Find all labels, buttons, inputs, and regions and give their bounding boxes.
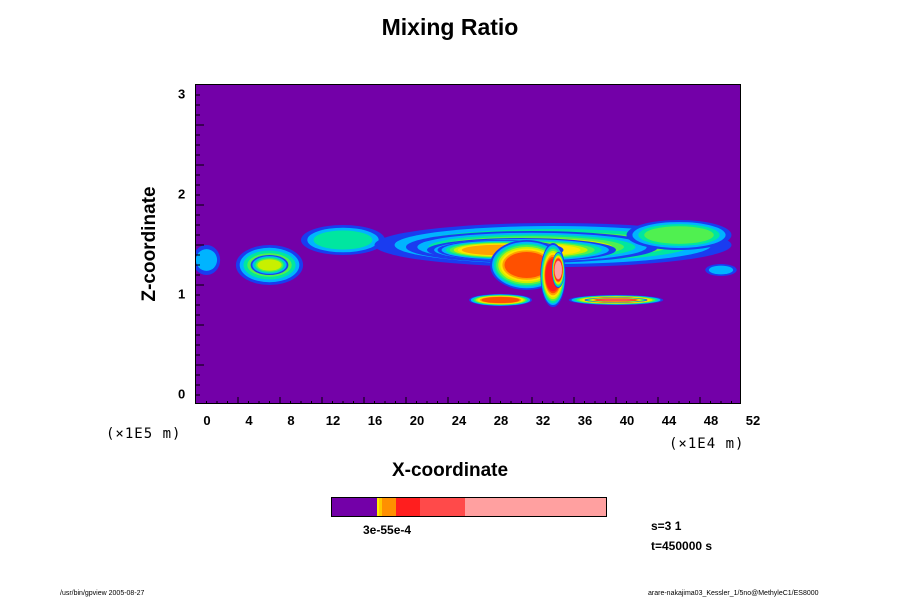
heatmap-cell	[196, 249, 218, 271]
y-tick-label: 1	[178, 286, 186, 302]
step-label: s=3 1	[651, 519, 682, 533]
colorbar-segment	[332, 498, 378, 516]
heatmap-cell	[554, 261, 562, 279]
heatmap-cell	[481, 296, 520, 304]
colorbar-segment	[396, 498, 420, 516]
colorbar-label: 3e-55e-4	[363, 523, 412, 537]
heatmap-cell	[504, 252, 550, 278]
heatmap-cell	[257, 259, 282, 271]
colorbar-segment	[379, 498, 383, 516]
x-tick-label: 20	[409, 413, 425, 428]
x-tick-label: 0	[203, 413, 211, 428]
x-tick-label: 32	[535, 413, 551, 428]
y-tick-label: 0	[178, 386, 186, 402]
x-tick-label: 44	[661, 413, 677, 428]
y-tick-label: 3	[178, 86, 186, 102]
colorbar-segment	[382, 498, 397, 516]
x-tick-label: 16	[367, 413, 383, 428]
time-label: t=450000 s	[651, 539, 713, 553]
y-axis-unit: (×1E5 m)	[106, 426, 182, 442]
x-axis-unit: (×1E4 m)	[669, 436, 745, 452]
colorbar	[331, 497, 607, 517]
heatmap-canvas	[196, 85, 740, 403]
colorbar-segment	[464, 498, 606, 516]
x-tick-label: 36	[577, 413, 593, 428]
x-axis-label: X-coordinate	[391, 460, 509, 481]
y-axis-label: Z-coordinate	[139, 186, 160, 302]
colorbar-segment	[377, 498, 380, 516]
x-tick-label: 8	[287, 413, 295, 428]
x-tick-label: 12	[325, 413, 341, 428]
y-tick-label: 2	[178, 186, 186, 202]
chart-title: Mixing Ratio	[381, 14, 519, 40]
heatmap-cell	[708, 265, 734, 275]
x-tick-label: 52	[745, 413, 761, 428]
x-tick-label: 24	[451, 413, 467, 428]
footer-right: arare-nakajima03_Kessler_1/5no@MethyleC1…	[648, 590, 819, 597]
x-tick-label: 48	[703, 413, 719, 428]
colorbar-segment	[419, 498, 465, 516]
x-tick-label: 28	[493, 413, 509, 428]
x-tick-label: 40	[619, 413, 635, 428]
heatmap-cell	[313, 230, 373, 250]
plot-area	[195, 84, 741, 404]
footer-left: /usr/bin/gpview 2005-08-27	[60, 590, 145, 597]
x-tick-label: 4	[245, 413, 253, 428]
heatmap-cell	[644, 226, 714, 244]
heatmap-cell	[597, 298, 635, 302]
